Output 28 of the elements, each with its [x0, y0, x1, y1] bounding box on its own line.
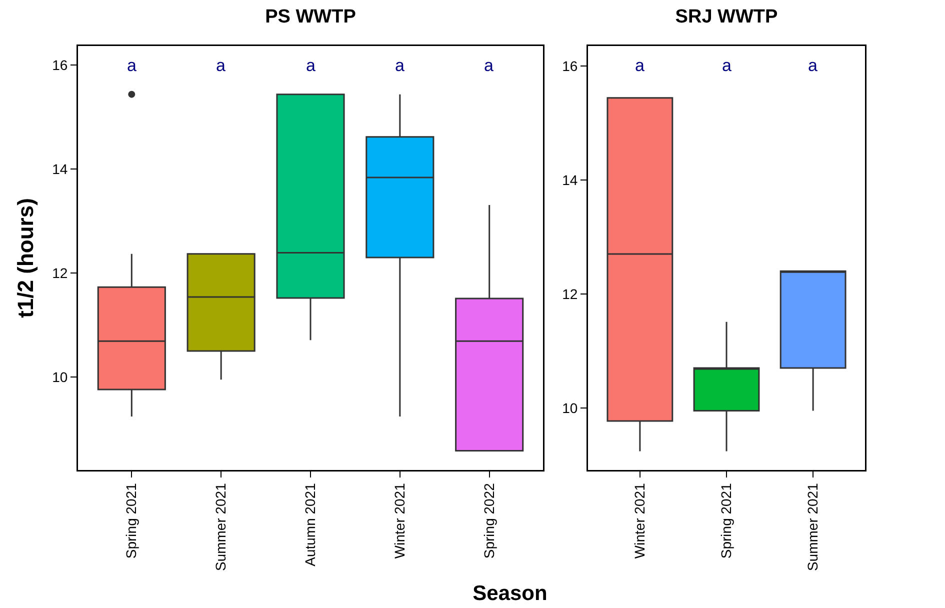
- y-tick-label: 14: [562, 172, 578, 188]
- x-tick-label: Spring 2022: [480, 482, 497, 559]
- annotation: a: [395, 56, 405, 75]
- y-tick-label: 12: [562, 286, 578, 302]
- annotation: a: [127, 56, 137, 75]
- y-tick-label: 16: [562, 58, 578, 74]
- annotation: a: [216, 56, 226, 75]
- x-tick-label: Summer 2021: [212, 482, 229, 572]
- x-tick-label: Winter 2021: [391, 482, 408, 559]
- y-tick-label: 10: [52, 368, 68, 385]
- x-tick-label: Spring 2021: [718, 482, 734, 559]
- annotation: a: [635, 56, 645, 75]
- chart-title: PS WWTP: [265, 6, 356, 28]
- annotation: a: [306, 56, 316, 75]
- x-tick-label: Autumn 2021: [302, 482, 318, 566]
- x-tick-label: Winter 2021: [631, 482, 648, 559]
- x-axis-title: Season: [472, 582, 548, 606]
- annotation: a: [722, 56, 732, 75]
- y-axis-title: t1/2 (hours): [13, 198, 38, 318]
- y-tick-label: 16: [52, 57, 68, 74]
- annotation: a: [484, 56, 494, 75]
- y-tick-label: 14: [52, 161, 68, 178]
- chart-title: SRJ WWTP: [675, 6, 778, 28]
- x-tick-label: Summer 2021: [804, 482, 821, 572]
- x-tick-label: Spring 2021: [123, 482, 140, 559]
- y-tick-label: 12: [52, 264, 68, 281]
- annotation: a: [808, 56, 818, 75]
- y-tick-label: 10: [562, 400, 578, 416]
